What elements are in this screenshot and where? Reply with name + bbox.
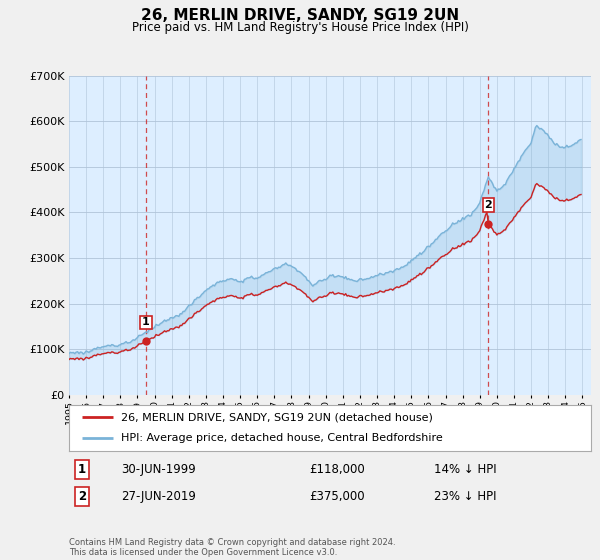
Text: HPI: Average price, detached house, Central Bedfordshire: HPI: Average price, detached house, Cent… [121,433,443,444]
Text: 1: 1 [78,463,86,476]
Text: Price paid vs. HM Land Registry's House Price Index (HPI): Price paid vs. HM Land Registry's House … [131,21,469,34]
Text: 14% ↓ HPI: 14% ↓ HPI [434,463,497,476]
Text: 26, MERLIN DRIVE, SANDY, SG19 2UN: 26, MERLIN DRIVE, SANDY, SG19 2UN [141,8,459,24]
Text: 26, MERLIN DRIVE, SANDY, SG19 2UN (detached house): 26, MERLIN DRIVE, SANDY, SG19 2UN (detac… [121,412,433,422]
Text: £118,000: £118,000 [309,463,365,476]
Text: 2: 2 [78,490,86,503]
Text: £375,000: £375,000 [309,490,365,503]
Text: 27-JUN-2019: 27-JUN-2019 [121,490,196,503]
Text: 2: 2 [484,200,492,210]
Text: 30-JUN-1999: 30-JUN-1999 [121,463,196,476]
Text: 23% ↓ HPI: 23% ↓ HPI [434,490,497,503]
Text: 1: 1 [142,318,150,327]
Text: Contains HM Land Registry data © Crown copyright and database right 2024.
This d: Contains HM Land Registry data © Crown c… [69,538,395,557]
